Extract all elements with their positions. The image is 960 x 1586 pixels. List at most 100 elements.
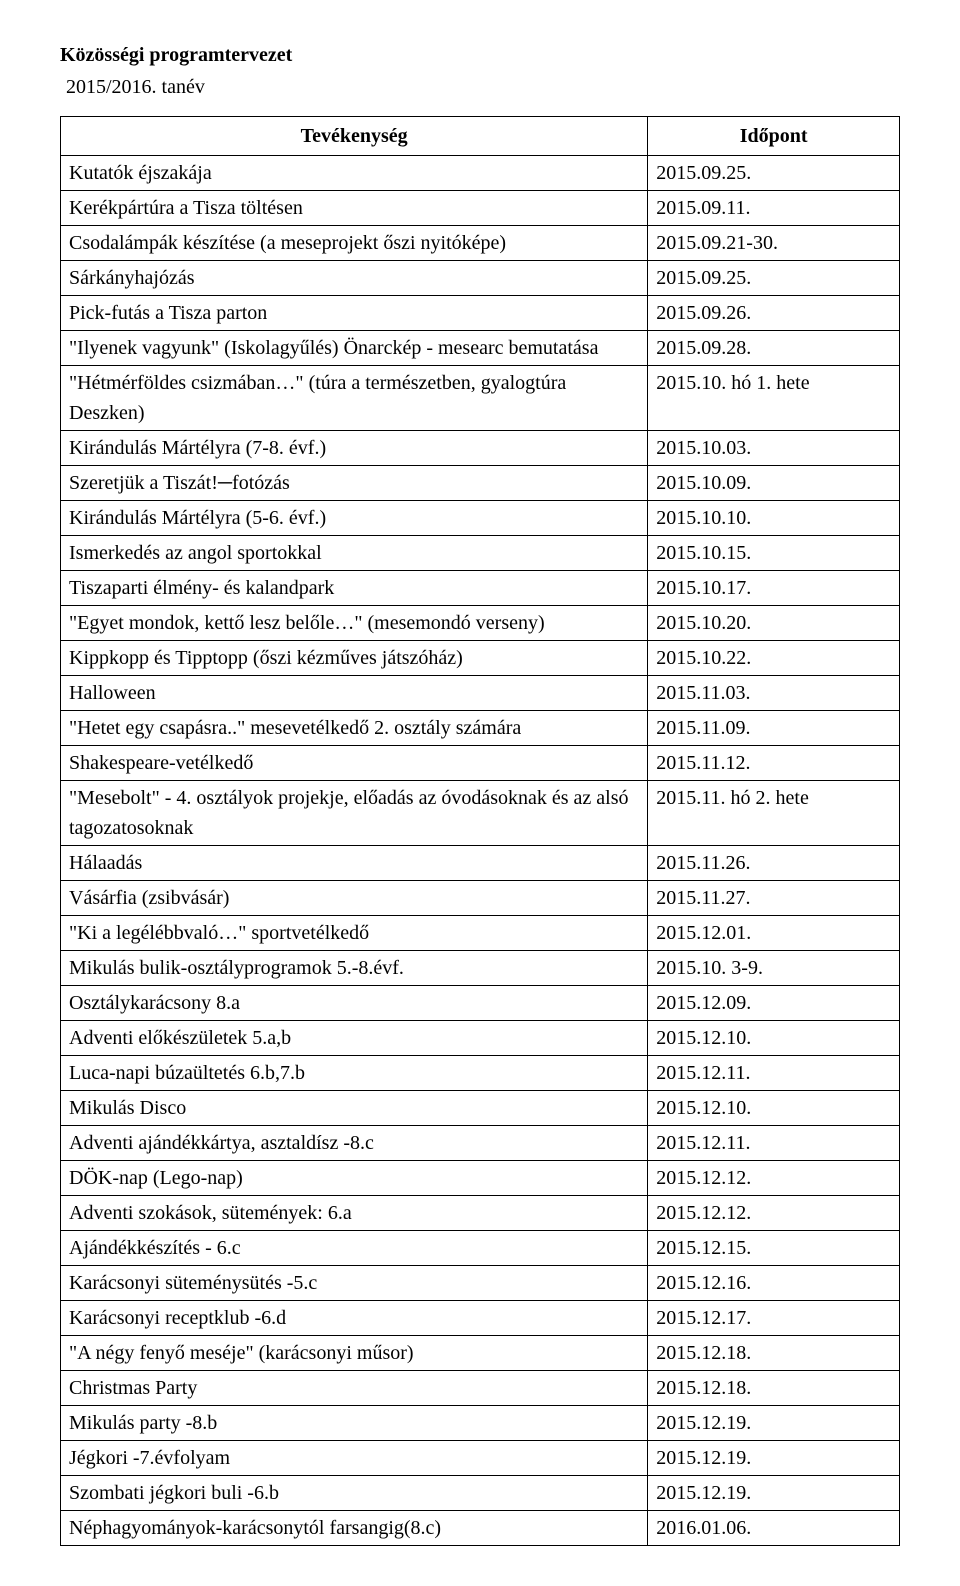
table-row: Hálaadás2015.11.26. [61,846,900,881]
cell-date: 2015.11.09. [648,711,900,746]
cell-activity: DÖK-nap (Lego-nap) [61,1161,648,1196]
cell-date: 2015.12.09. [648,986,900,1021]
header-activity: Tevékenység [61,117,648,156]
cell-activity: Karácsonyi receptklub -6.d [61,1301,648,1336]
table-row: Pick-futás a Tisza parton2015.09.26. [61,296,900,331]
cell-activity: "Hétmérföldes csizmában…" (túra a termés… [61,366,648,431]
cell-date: 2015.11.27. [648,881,900,916]
table-row: Kirándulás Mártélyra (5-6. évf.)2015.10.… [61,501,900,536]
cell-date: 2015.12.01. [648,916,900,951]
cell-activity: Szeretjük a Tiszát!─fotózás [61,466,648,501]
cell-activity: "Hetet egy csapásra.." mesevetélkedő 2. … [61,711,648,746]
cell-date: 2015.11.03. [648,676,900,711]
table-row: Osztálykarácsony 8.a2015.12.09. [61,986,900,1021]
cell-activity: "Mesebolt" - 4. osztályok projekje, előa… [61,781,648,846]
cell-date: 2015.12.12. [648,1196,900,1231]
cell-activity: Adventi szokások, sütemények: 6.a [61,1196,648,1231]
cell-date: 2015.10.09. [648,466,900,501]
cell-date: 2015.12.18. [648,1336,900,1371]
cell-activity: Shakespeare-vetélkedő [61,746,648,781]
cell-date: 2015.12.10. [648,1091,900,1126]
cell-date: 2015.09.26. [648,296,900,331]
cell-activity: Halloween [61,676,648,711]
table-row: Kirándulás Mártélyra (7-8. évf.)2015.10.… [61,431,900,466]
table-row: Szombati jégkori buli -6.b2015.12.19. [61,1476,900,1511]
table-row: "Mesebolt" - 4. osztályok projekje, előa… [61,781,900,846]
table-row: Karácsonyi süteménysütés -5.c2015.12.16. [61,1266,900,1301]
cell-activity: "Ki a legélébbvaló…" sportvetélkedő [61,916,648,951]
cell-activity: Adventi előkészületek 5.a,b [61,1021,648,1056]
table-header-row: Tevékenység Időpont [61,117,900,156]
cell-activity: Kutatók éjszakája [61,156,648,191]
cell-activity: Ajándékkészítés - 6.c [61,1231,648,1266]
table-row: Mikulás party -8.b2015.12.19. [61,1406,900,1441]
cell-date: 2015.10.10. [648,501,900,536]
table-row: Jégkori -7.évfolyam2015.12.19. [61,1441,900,1476]
table-row: Szeretjük a Tiszát!─fotózás2015.10.09. [61,466,900,501]
cell-date: 2015.12.11. [648,1056,900,1091]
cell-activity: Szombati jégkori buli -6.b [61,1476,648,1511]
cell-activity: Christmas Party [61,1371,648,1406]
table-row: Christmas Party2015.12.18. [61,1371,900,1406]
cell-activity: Karácsonyi süteménysütés -5.c [61,1266,648,1301]
cell-date: 2015.12.15. [648,1231,900,1266]
cell-activity: Hálaadás [61,846,648,881]
cell-date: 2015.12.17. [648,1301,900,1336]
table-row: Kerékpártúra a Tisza töltésen2015.09.11. [61,191,900,226]
cell-activity: Sárkányhajózás [61,261,648,296]
cell-activity: Mikulás party -8.b [61,1406,648,1441]
table-row: Mikulás Disco2015.12.10. [61,1091,900,1126]
table-row: "A négy fenyő meséje" (karácsonyi műsor)… [61,1336,900,1371]
cell-activity: Tiszaparti élmény- és kalandpark [61,571,648,606]
table-row: "Egyet mondok, kettő lesz belőle…" (mese… [61,606,900,641]
cell-activity: Kirándulás Mártélyra (7-8. évf.) [61,431,648,466]
table-row: Halloween2015.11.03. [61,676,900,711]
cell-date: 2015.10.22. [648,641,900,676]
cell-activity: "A négy fenyő meséje" (karácsonyi műsor) [61,1336,648,1371]
table-row: DÖK-nap (Lego-nap)2015.12.12. [61,1161,900,1196]
cell-date: 2015.10.17. [648,571,900,606]
cell-activity: Néphagyományok-karácsonytól farsangig(8.… [61,1511,648,1546]
cell-date: 2015.10.03. [648,431,900,466]
table-row: Ajándékkészítés - 6.c2015.12.15. [61,1231,900,1266]
cell-date: 2015.09.28. [648,331,900,366]
table-row: Csodalámpák készítése (a meseprojekt ősz… [61,226,900,261]
cell-date: 2015.10. hó 1. hete [648,366,900,431]
cell-date: 2015.09.25. [648,156,900,191]
cell-activity: Jégkori -7.évfolyam [61,1441,648,1476]
table-row: Sárkányhajózás2015.09.25. [61,261,900,296]
cell-date: 2015.09.25. [648,261,900,296]
cell-activity: Mikulás bulik-osztályprogramok 5.-8.évf. [61,951,648,986]
page-title: Közösségi programtervezet [60,40,900,70]
cell-date: 2015.12.18. [648,1371,900,1406]
table-row: Mikulás bulik-osztályprogramok 5.-8.évf.… [61,951,900,986]
cell-date: 2015.12.11. [648,1126,900,1161]
cell-activity: Osztálykarácsony 8.a [61,986,648,1021]
table-row: Luca-napi búzaültetés 6.b,7.b2015.12.11. [61,1056,900,1091]
cell-date: 2015.10. 3-9. [648,951,900,986]
table-row: Adventi szokások, sütemények: 6.a2015.12… [61,1196,900,1231]
cell-date: 2015.10.20. [648,606,900,641]
table-row: Shakespeare-vetélkedő2015.11.12. [61,746,900,781]
table-row: Adventi ajándékkártya, asztaldísz -8.c20… [61,1126,900,1161]
cell-activity: Csodalámpák készítése (a meseprojekt ősz… [61,226,648,261]
table-row: Kutatók éjszakája2015.09.25. [61,156,900,191]
cell-activity: Adventi ajándékkártya, asztaldísz -8.c [61,1126,648,1161]
cell-date: 2015.10.15. [648,536,900,571]
cell-date: 2015.09.11. [648,191,900,226]
table-row: Néphagyományok-karácsonytól farsangig(8.… [61,1511,900,1546]
cell-date: 2015.11.26. [648,846,900,881]
cell-date: 2015.11.12. [648,746,900,781]
table-row: "Ki a legélébbvaló…" sportvetélkedő2015.… [61,916,900,951]
page-subtitle: 2015/2016. tanév [60,72,900,102]
cell-date: 2015.12.19. [648,1406,900,1441]
cell-activity: Mikulás Disco [61,1091,648,1126]
table-row: Karácsonyi receptklub -6.d2015.12.17. [61,1301,900,1336]
schedule-table: Tevékenység Időpont Kutatók éjszakája201… [60,116,900,1546]
cell-activity: "Ilyenek vagyunk" (Iskolagyűlés) Önarcké… [61,331,648,366]
cell-date: 2015.12.12. [648,1161,900,1196]
cell-date: 2015.09.21-30. [648,226,900,261]
cell-activity: Kippkopp és Tipptopp (őszi kézműves játs… [61,641,648,676]
cell-activity: Pick-futás a Tisza parton [61,296,648,331]
cell-activity: Kirándulás Mártélyra (5-6. évf.) [61,501,648,536]
